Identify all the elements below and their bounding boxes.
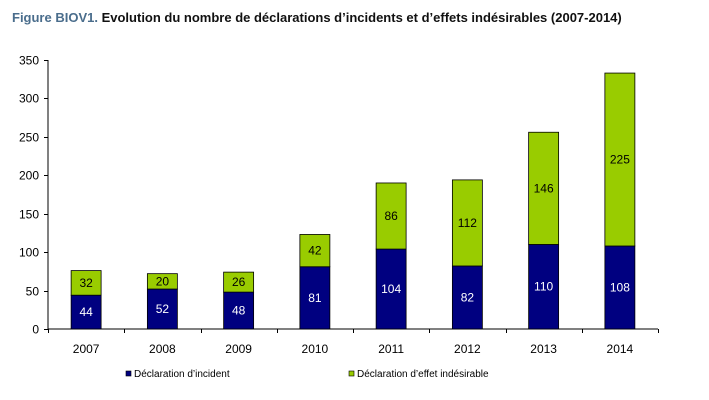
x-tick-label: 2012 bbox=[454, 342, 481, 356]
data-label: 146 bbox=[534, 181, 554, 195]
data-label: 108 bbox=[610, 280, 630, 294]
data-label: 52 bbox=[156, 302, 170, 316]
bar-segment bbox=[299, 266, 331, 330]
bars: 44 32 52 20 48 26 81 42 104 86 82 112 110 146 108 225 bbox=[70, 72, 636, 330]
data-label: 48 bbox=[232, 304, 246, 318]
figure-label: Figure BIOV1. bbox=[12, 10, 98, 25]
data-label: 104 bbox=[381, 282, 401, 296]
y-tick-label: 200 bbox=[19, 169, 39, 183]
data-label: 110 bbox=[534, 280, 553, 294]
x-tick-label: 2007 bbox=[73, 342, 100, 356]
legend-swatch bbox=[348, 370, 355, 377]
figure-title: Evolution du nombre de déclarations d’in… bbox=[101, 10, 622, 25]
y-tick-label: 250 bbox=[19, 131, 39, 145]
bar-segment bbox=[604, 72, 636, 247]
y-tick-label: 150 bbox=[19, 208, 39, 222]
x-tick-label: 2014 bbox=[607, 342, 634, 356]
legend-swatch bbox=[125, 370, 132, 377]
chart-title: Figure BIOV1. Evolution du nombre de déc… bbox=[12, 10, 622, 25]
bar-segment bbox=[70, 270, 102, 296]
bar-segment bbox=[146, 273, 178, 290]
bar-segment bbox=[223, 291, 255, 330]
data-label: 44 bbox=[79, 305, 93, 319]
x-tick-label: 2008 bbox=[149, 342, 176, 356]
bar-segment bbox=[528, 131, 560, 245]
data-label: 81 bbox=[308, 291, 322, 305]
bar-segment bbox=[223, 271, 255, 293]
bar-segment bbox=[528, 244, 560, 330]
data-label: 32 bbox=[79, 276, 93, 290]
legend: Déclaration d’incident Déclaration d’effe… bbox=[125, 369, 489, 380]
bar-segment bbox=[451, 179, 483, 267]
y-tick-label: 300 bbox=[19, 92, 39, 106]
bar-segment bbox=[299, 234, 331, 268]
data-label: 112 bbox=[458, 216, 477, 230]
legend-label: Déclaration d’incident bbox=[134, 369, 230, 380]
legend-label: Déclaration d’effet indésirable bbox=[357, 369, 489, 380]
bar-segment bbox=[451, 265, 483, 330]
x-tick-label: 2009 bbox=[225, 342, 252, 356]
bar-segment bbox=[375, 248, 407, 330]
data-label: 225 bbox=[610, 153, 630, 167]
y-tick-label: 50 bbox=[26, 285, 40, 299]
data-label: 82 bbox=[461, 290, 475, 304]
data-label: 26 bbox=[232, 275, 246, 289]
data-label: 42 bbox=[308, 244, 322, 258]
x-tick-label: 2013 bbox=[530, 342, 557, 356]
y-tick-label: 100 bbox=[19, 246, 39, 260]
x-tick-label: 2010 bbox=[302, 342, 329, 356]
data-label: 20 bbox=[156, 274, 170, 288]
x-tick-label: 2011 bbox=[378, 342, 404, 356]
y-tick-label: 0 bbox=[32, 323, 39, 337]
bar-segment bbox=[375, 182, 407, 250]
y-tick-label: 350 bbox=[19, 54, 39, 68]
data-label: 86 bbox=[384, 209, 398, 223]
